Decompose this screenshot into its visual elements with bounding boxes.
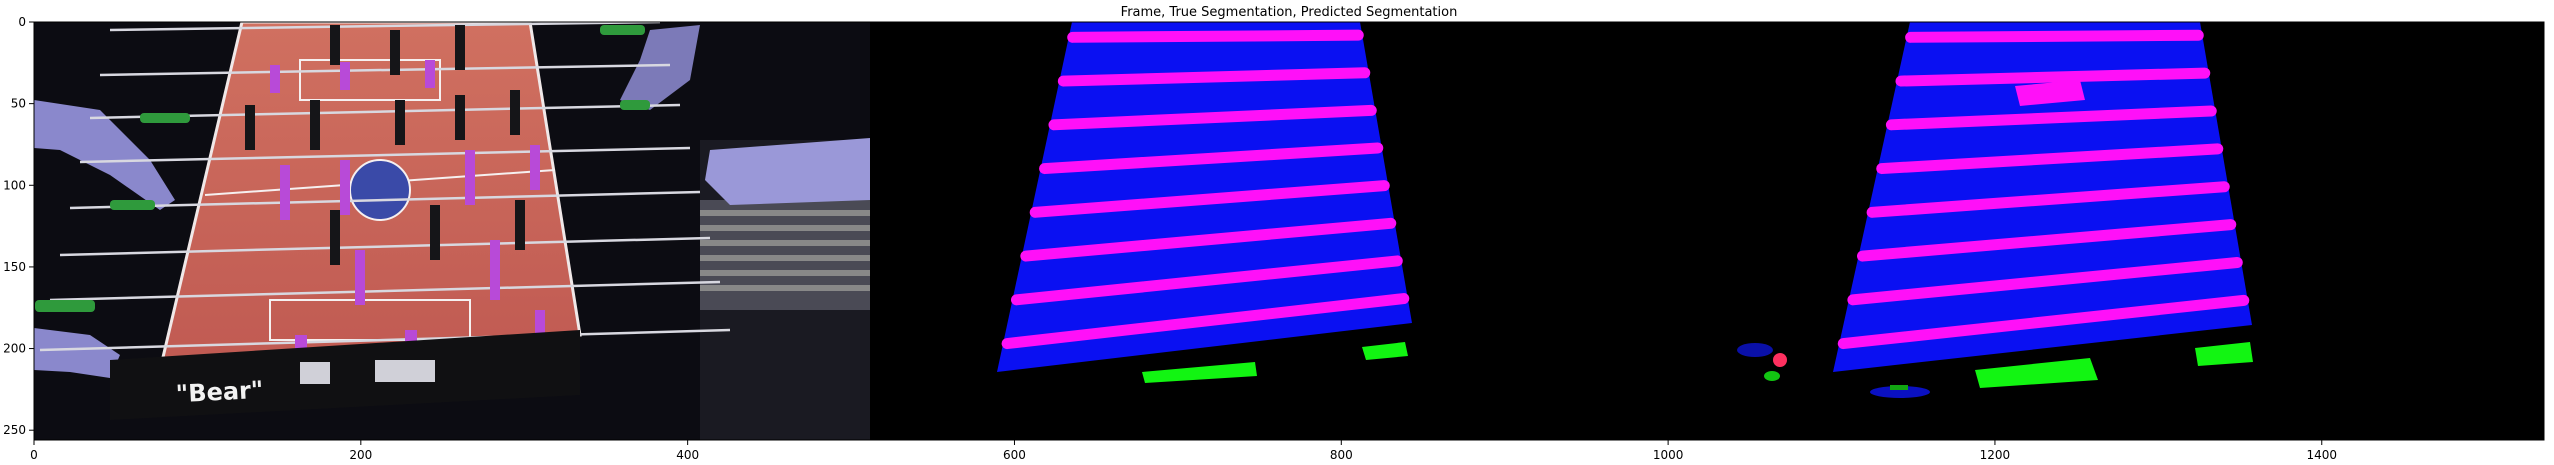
image-area: "Bear" <box>34 22 2544 440</box>
x-tick-label: 0 <box>30 448 38 462</box>
goalkeeper-row <box>300 360 435 384</box>
true-goal-left <box>1142 362 1257 383</box>
frame-panel: "Bear" <box>34 22 870 440</box>
pred-noise-blue <box>1737 343 1773 357</box>
pred-rod-stripes <box>1837 29 2250 350</box>
rod-stripe <box>1039 142 1384 175</box>
rod-stripe <box>1895 67 2211 87</box>
players-black <box>245 25 525 265</box>
pred-blob-magenta <box>2015 80 2085 106</box>
rod-stripe <box>1876 143 2224 175</box>
rod-stripe <box>1029 180 1390 218</box>
hand-right-top <box>620 25 700 110</box>
rod-stripe <box>1010 255 1403 306</box>
axes-frame <box>33 21 2545 441</box>
rod-stripe <box>1905 29 2204 43</box>
rod-stripe <box>1885 105 2217 131</box>
rod-stripe <box>1847 257 2243 306</box>
x-tick-label: 1000 <box>1653 448 1684 462</box>
rod-stripe <box>1857 219 2237 262</box>
hand-right-mid <box>705 138 870 205</box>
hand-left-bottom <box>34 328 120 378</box>
x-tick-label: 1200 <box>1980 448 2011 462</box>
x-tick-label: 1400 <box>2306 448 2337 462</box>
pred-noise-green-2 <box>1890 385 1908 390</box>
pred-goal-right <box>2195 342 2253 366</box>
true-goal-right <box>1362 342 1408 360</box>
hand-left-top <box>34 100 175 210</box>
x-axis: 0 200 400 600 800 1000 1200 1400 <box>30 440 2337 462</box>
x-tick-label: 800 <box>1330 448 1353 462</box>
rod-stripe <box>1001 293 1410 350</box>
rod-stripe <box>1067 29 1364 43</box>
x-tick-label: 400 <box>676 448 699 462</box>
y-tick-label: 200 <box>3 342 26 356</box>
rod-stripe <box>1020 217 1397 262</box>
x-tick-label: 600 <box>1003 448 1026 462</box>
rod-stripe <box>1837 294 2250 350</box>
frame-logo-text: "Bear" <box>175 376 264 409</box>
true-rod-stripes <box>1001 29 1410 350</box>
y-tick-label: 250 <box>3 423 26 437</box>
y-tick-label: 50 <box>11 97 26 111</box>
x-tick-label: 200 <box>349 448 372 462</box>
pred-noise-red <box>1773 353 1787 367</box>
rod-stripe <box>1048 104 1377 131</box>
y-tick-label: 150 <box>3 260 26 274</box>
table-end <box>110 330 580 420</box>
frame-rods <box>39 22 731 352</box>
rod-stripe <box>1866 181 2230 218</box>
y-tick-label: 100 <box>3 178 26 192</box>
pred-goal-left <box>1975 358 2098 388</box>
players-purple <box>270 60 545 360</box>
rod-handles <box>35 25 650 312</box>
y-axis: 0 50 100 150 200 250 <box>3 15 34 437</box>
pred-noise-green <box>1764 371 1780 381</box>
y-tick-label: 0 <box>18 15 26 29</box>
rod-stripe <box>1057 67 1371 87</box>
predicted-segmentation-panel <box>1737 22 2253 398</box>
true-segmentation-panel <box>997 22 1412 383</box>
pred-noise-blue-2 <box>1870 386 1930 398</box>
figure-title: Frame, True Segmentation, Predicted Segm… <box>1121 5 1458 20</box>
